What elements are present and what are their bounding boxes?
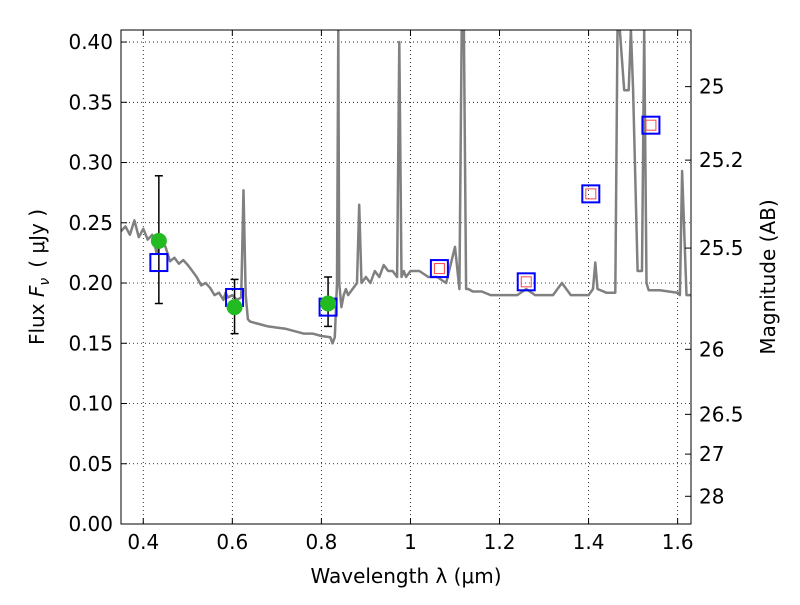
x-tick-labels: 0.4 0.6 0.8 1 1.2 1.4 1.6 bbox=[127, 530, 693, 554]
synthetic-flux-marker bbox=[429, 259, 449, 279]
y-tick-labels: 0.00 0.05 0.10 0.15 0.20 0.25 0.30 0.35 0.40 bbox=[68, 30, 113, 536]
observed-flux-point bbox=[150, 232, 167, 249]
y-axis-label-main: Flux bbox=[25, 297, 49, 345]
plot-area bbox=[121, 30, 691, 345]
y-axis-label: Flux Fν ( μJy ) bbox=[25, 209, 53, 345]
synthetic-flux-marker bbox=[581, 184, 601, 204]
x-tick-label: 0.8 bbox=[305, 530, 337, 554]
predicted-flux-marker bbox=[645, 119, 657, 131]
predicted-flux-marker bbox=[433, 263, 445, 275]
y-tick-label: 0.40 bbox=[68, 30, 113, 54]
x-tick-label: 1 bbox=[404, 530, 417, 554]
x-tick-label: 1.2 bbox=[484, 530, 516, 554]
y2-tick-label: 28 bbox=[699, 484, 724, 508]
y-tick-label: 0.05 bbox=[68, 452, 113, 476]
y-tick-label: 0.35 bbox=[68, 90, 113, 114]
y-tick-label: 0.20 bbox=[68, 271, 113, 295]
plot-clip-group bbox=[121, 30, 691, 345]
y-axis-label-symbol: F bbox=[25, 285, 49, 297]
synthetic-flux-marker bbox=[516, 272, 536, 292]
y-axis-label-unit: ( μJy ) bbox=[25, 209, 49, 268]
y2-tick-label: 25 bbox=[699, 75, 724, 99]
y-tick-label: 0.10 bbox=[68, 392, 113, 416]
observed-flux-point bbox=[320, 295, 337, 312]
x-tick-label: 0.6 bbox=[216, 530, 248, 554]
y-tick-label: 0.00 bbox=[68, 512, 113, 536]
y-axis-label-subscript: ν bbox=[37, 278, 53, 286]
y-tick-label: 0.25 bbox=[68, 211, 113, 235]
observed-flux-point bbox=[226, 299, 243, 316]
x-axis-label: Wavelength λ (μm) bbox=[310, 564, 501, 588]
y2-axis-label: Magnitude (AB) bbox=[756, 199, 780, 354]
model-spectrum-line bbox=[121, 30, 691, 345]
y2-tick-labels: 25 25.2 25.5 26 26.5 27 28 bbox=[699, 75, 744, 509]
y2-tick-label: 27 bbox=[699, 442, 724, 466]
predicted-flux-marker bbox=[585, 188, 597, 200]
y-tick-label: 0.30 bbox=[68, 151, 113, 175]
x-tick-label: 1.4 bbox=[573, 530, 605, 554]
predicted-flux-marker bbox=[520, 276, 532, 288]
y2-tick-label: 26.5 bbox=[699, 402, 744, 426]
y2-tick-label: 25.5 bbox=[699, 236, 744, 260]
y-tick-label: 0.15 bbox=[68, 331, 113, 355]
y2-tick-label: 26 bbox=[699, 337, 724, 361]
x-tick-label: 0.4 bbox=[127, 530, 159, 554]
y2-tick-label: 25.2 bbox=[699, 148, 744, 172]
axis-ticks bbox=[121, 30, 691, 525]
plot-frame bbox=[120, 29, 692, 525]
synthetic-flux-marker bbox=[641, 115, 661, 135]
x-tick-label: 1.6 bbox=[662, 530, 694, 554]
synthetic-flux-marker bbox=[149, 253, 169, 273]
